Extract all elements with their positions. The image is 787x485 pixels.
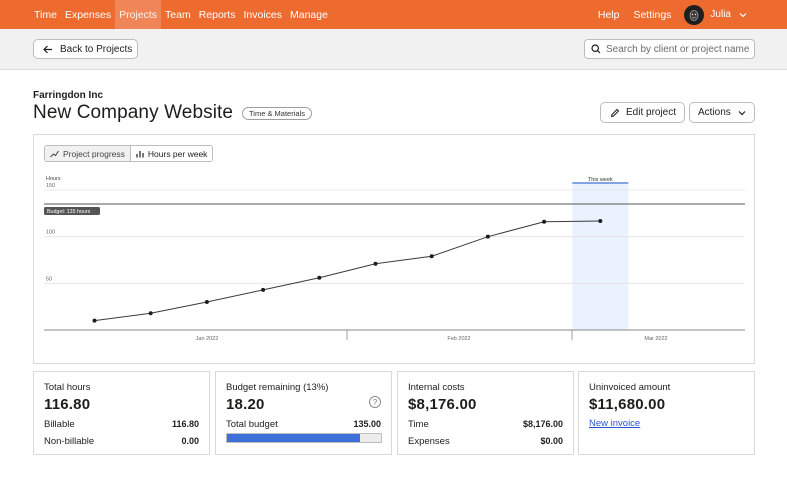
edit-project-button[interactable]: Edit project xyxy=(600,102,685,123)
actions-label: Actions xyxy=(698,107,731,118)
budget-label: Budget: 135 hours xyxy=(47,209,91,215)
nav-help-link[interactable]: Help xyxy=(597,8,620,21)
data-point-6 xyxy=(429,254,434,259)
x-tick-label-0: Jan 2022 xyxy=(196,336,219,342)
internal-costs-label: Internal costs xyxy=(408,382,465,393)
budget-remaining-label: Budget remaining (13%) xyxy=(226,382,329,393)
nav-item-invoices[interactable]: Invoices xyxy=(243,8,282,21)
expenses-cost-label: Expenses xyxy=(408,436,450,447)
budget-progress-fill xyxy=(227,434,361,442)
search-box[interactable] xyxy=(584,39,755,59)
top-nav: Time Expenses Projects Team Reports Invo… xyxy=(0,0,787,29)
time-cost-value: $8,176.00 xyxy=(522,419,563,429)
back-to-projects-button[interactable]: Back to Projects xyxy=(33,39,138,59)
total-budget-value: 135.00 xyxy=(353,419,381,429)
nav-item-manage[interactable]: Manage xyxy=(290,8,328,21)
page-title: New Company Website xyxy=(33,102,234,123)
hours-per-week-tab[interactable]: Hours per week xyxy=(130,146,213,161)
user-face-icon xyxy=(690,9,699,21)
uninvoiced-value: $11,680.00 xyxy=(589,396,666,413)
y-axis-label: Hours xyxy=(46,176,61,182)
total-hours-value: 116.80 xyxy=(44,396,91,413)
project-type-badge: Time & Materials xyxy=(242,107,312,120)
data-point-3 xyxy=(261,287,266,292)
project-progress-label: Project progress xyxy=(63,148,125,159)
data-point-7 xyxy=(485,234,490,239)
expenses-cost-value: $0.00 xyxy=(540,436,563,446)
chart-view-toggle: Project progress Hours per week xyxy=(44,145,214,162)
user-name[interactable]: Julia xyxy=(710,9,731,20)
data-point-0 xyxy=(92,318,97,323)
budget-progress-bar xyxy=(226,433,382,443)
arrow-left-icon xyxy=(43,45,52,53)
pencil-icon xyxy=(610,108,620,117)
back-label: Back to Projects xyxy=(60,43,133,55)
budget-tag xyxy=(44,207,100,215)
x-tick-label-1: Feb 2022 xyxy=(447,336,470,342)
total-hours-card: Total hours 116.80 Billable 116.80 Non-b… xyxy=(33,371,210,455)
nav-item-reports[interactable]: Reports xyxy=(198,8,236,21)
billable-value: 116.80 xyxy=(171,419,199,429)
hours-per-week-label: Hours per week xyxy=(147,148,208,159)
nav-menu: Time Expenses Projects Team Reports Invo… xyxy=(0,0,332,29)
chevron-down-icon xyxy=(738,110,746,115)
new-invoice-link[interactable]: New invoice xyxy=(589,418,641,429)
edit-project-label: Edit project xyxy=(626,107,677,118)
nonbillable-value: 0.00 xyxy=(181,436,199,446)
nav-item-time[interactable]: Time xyxy=(34,8,57,21)
billable-label: Billable xyxy=(44,419,75,430)
chevron-down-icon[interactable] xyxy=(739,11,747,19)
data-point-9 xyxy=(598,218,603,223)
data-point-5 xyxy=(373,261,378,266)
bar-chart-icon xyxy=(136,150,144,157)
budget-remaining-value: 18.20 xyxy=(226,396,265,413)
this-week-label: This week xyxy=(588,177,613,183)
data-point-2 xyxy=(204,300,209,304)
progress-series-line xyxy=(94,220,601,322)
budget-remaining-card: Budget remaining (13%) ? 18.20 Total bud… xyxy=(215,371,392,455)
this-week-band xyxy=(572,183,629,330)
nav-item-team[interactable]: Team xyxy=(165,8,191,21)
data-point-8 xyxy=(542,219,547,224)
internal-costs-card: Internal costs $8,176.00 Time $8,176.00 … xyxy=(397,371,574,455)
actions-dropdown[interactable]: Actions xyxy=(689,102,755,123)
time-cost-label: Time xyxy=(408,419,429,430)
sub-header: Back to Projects xyxy=(0,29,787,70)
nav-item-projects[interactable]: Projects xyxy=(115,0,162,29)
nonbillable-label: Non-billable xyxy=(44,436,95,447)
search-icon xyxy=(591,44,601,54)
line-chart-icon xyxy=(50,150,59,157)
total-hours-label: Total hours xyxy=(44,382,91,393)
internal-costs-value: $8,176.00 xyxy=(408,396,477,413)
uninvoiced-card: Uninvoiced amount $11,680.00 New invoice xyxy=(578,371,755,455)
project-progress-tab[interactable]: Project progress xyxy=(45,146,131,161)
search-input[interactable] xyxy=(606,43,751,55)
chart-panel: This week 50 100 150 Hours Budget: 135 hours J… xyxy=(33,134,755,364)
nav-right: Help Settings Julia xyxy=(591,0,787,29)
total-budget-label: Total budget xyxy=(226,419,278,430)
y-tick-label-150: 150 xyxy=(46,183,55,189)
x-tick-label-2: Mar 2022 xyxy=(644,336,667,342)
client-name: Farringdon Inc xyxy=(33,90,103,101)
data-point-1 xyxy=(148,311,153,316)
avatar[interactable] xyxy=(684,4,705,25)
data-point-4 xyxy=(317,275,322,280)
nav-settings-link[interactable]: Settings xyxy=(633,8,672,21)
y-tick-label-100: 100 xyxy=(46,230,55,236)
y-tick-label-50: 50 xyxy=(46,276,52,282)
uninvoiced-label: Uninvoiced amount xyxy=(589,382,671,393)
help-icon[interactable]: ? xyxy=(369,396,381,408)
nav-item-expenses[interactable]: Expenses xyxy=(64,8,112,21)
